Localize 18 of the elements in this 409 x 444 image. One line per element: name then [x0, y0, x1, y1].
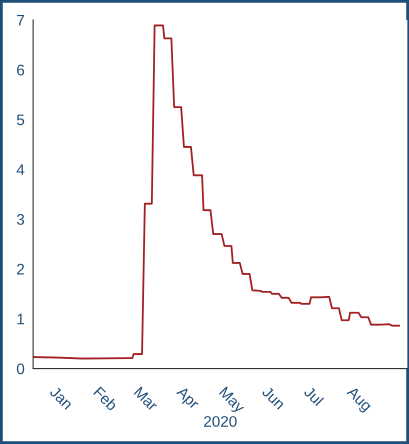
x-tick-label: May	[216, 386, 246, 416]
x-tick-label: Feb	[93, 386, 118, 412]
x-tick-label: Mar	[134, 386, 159, 412]
y-tick-label: 2	[17, 264, 24, 274]
x-tick-label: Jul	[303, 385, 324, 406]
y-tick-label: 7	[17, 15, 24, 26]
y-tick-label: 4	[16, 164, 24, 175]
x-tick-label: Aug	[344, 386, 372, 414]
y-tick-label: 6	[17, 64, 24, 76]
x-axis-title: 2020	[204, 416, 237, 427]
line-series	[33, 24, 400, 360]
y-tick-label: 3	[16, 214, 24, 225]
y-tick-label: 0	[16, 363, 24, 374]
y-tick-label: 5	[16, 114, 24, 126]
x-tick-label: Apr	[174, 386, 200, 412]
x-tick-label: Jan	[49, 386, 74, 410]
y-tick-label: 1	[17, 314, 24, 324]
x-tick-label: Jun	[261, 386, 286, 410]
